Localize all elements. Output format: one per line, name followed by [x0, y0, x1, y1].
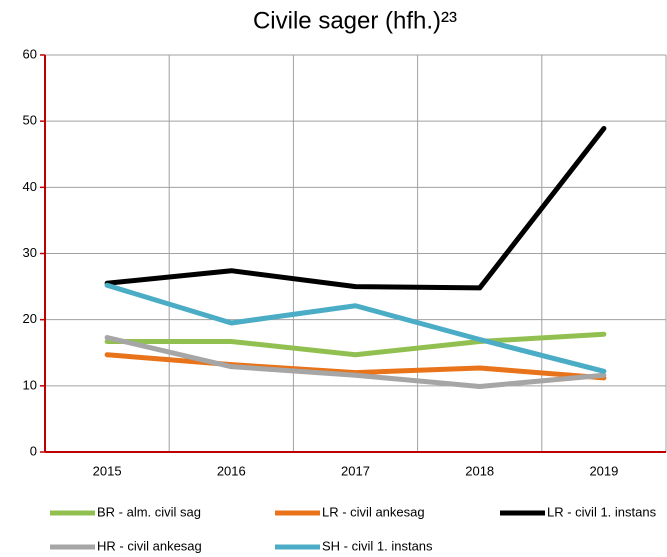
series-line	[104, 331, 607, 358]
series-line	[104, 352, 607, 381]
x-tick-label: 2015	[93, 463, 122, 478]
legend-label: BR - alm. civil sag	[97, 504, 201, 519]
chart-title: Civile sager (hfh.)²³	[253, 7, 457, 34]
series-line	[104, 125, 607, 291]
x-tick-label: 2018	[465, 463, 494, 478]
y-tick-label: 0	[30, 443, 37, 458]
series-line	[104, 282, 607, 374]
legend-label: LR - civil ankesag	[322, 504, 425, 519]
y-tick-label: 10	[23, 377, 37, 392]
legend-label: HR - civil ankesag	[97, 538, 202, 553]
y-tick-label: 20	[23, 311, 37, 326]
series-line	[104, 335, 607, 389]
y-tick-label: 30	[23, 245, 37, 260]
legend-label: LR - civil 1. instans	[547, 504, 657, 519]
y-tick-label: 40	[23, 179, 37, 194]
legend-label: SH - civil 1. instans	[322, 538, 433, 553]
y-tick-label: 60	[23, 46, 37, 61]
x-tick-label: 2017	[341, 463, 370, 478]
x-tick-label: 2016	[217, 463, 246, 478]
x-tick-label: 2019	[589, 463, 618, 478]
y-tick-label: 50	[23, 113, 37, 128]
